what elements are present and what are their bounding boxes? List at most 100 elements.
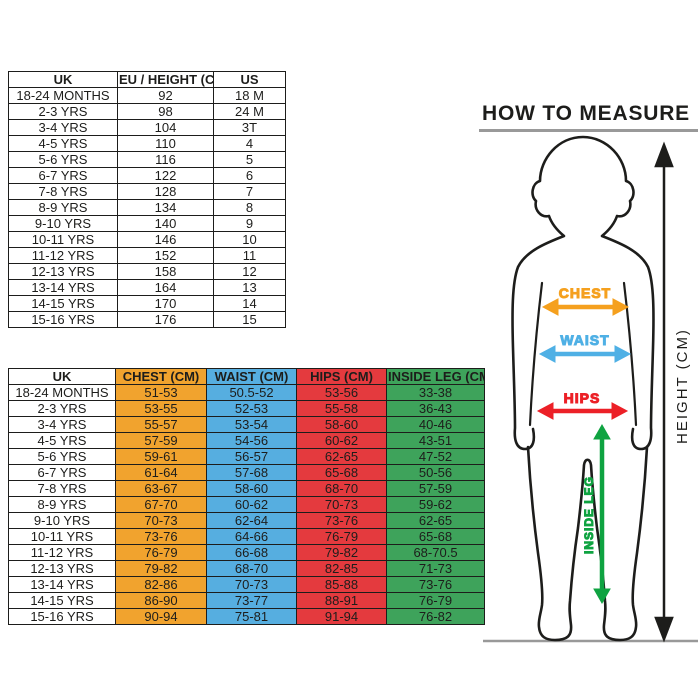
table-cell: 152: [117, 247, 214, 264]
table-cell: 62-64: [206, 512, 297, 529]
table-cell: 54-56: [206, 432, 297, 449]
table-row: 14-15 YRS 170 14: [8, 295, 286, 312]
table-cell: 13-14 YRS: [8, 576, 116, 593]
table-cell: 7: [213, 183, 286, 200]
table-cell: 11: [213, 247, 286, 264]
table-cell: 73-76: [115, 528, 207, 545]
column-header: INSIDE LEG (CM): [386, 368, 485, 385]
table-cell: 98: [117, 103, 214, 120]
table-cell: 56-57: [206, 448, 297, 465]
left-inner-arm-line: [528, 281, 544, 427]
table-cell: 91-94: [296, 608, 387, 625]
table-row: 18-24 MONTHS 51-53 50.5-52 53-56 33-38: [8, 384, 485, 401]
table-cell: 76-79: [296, 528, 387, 545]
header-row: UK CHEST (CM) WAIST (CM) HIPS (CM) INSIDE LE…: [8, 368, 485, 385]
table-cell: 57-59: [115, 432, 207, 449]
table-cell: 88-91: [296, 592, 387, 609]
table-cell: 75-81: [206, 608, 297, 625]
table-cell: 11-12 YRS: [8, 247, 118, 264]
hips-measure-arrow: HIPS: [536, 390, 629, 420]
table-row: 12-13 YRS 79-82 68-70 82-85 71-73: [8, 560, 485, 577]
table-cell: 57-68: [206, 464, 297, 481]
table-row: 15-16 YRS 176 15: [8, 311, 286, 328]
table-cell: 5-6 YRS: [8, 151, 118, 168]
table-cell: 3-4 YRS: [8, 416, 116, 433]
table-cell: 24 M: [213, 103, 286, 120]
table-cell: 73-76: [296, 512, 387, 529]
hips-label: HIPS: [564, 390, 601, 406]
table-cell: 110: [117, 135, 214, 152]
table-cell: 10-11 YRS: [8, 231, 118, 248]
table-row: 7-8 YRS 63-67 58-60 68-70 57-59: [8, 480, 485, 497]
table-cell: 14-15 YRS: [8, 295, 118, 312]
table-cell: 5-6 YRS: [8, 448, 116, 465]
table-cell: 8: [213, 199, 286, 216]
table-row: 11-12 YRS 76-79 66-68 79-82 68-70.5: [8, 544, 485, 561]
table-cell: 4-5 YRS: [8, 135, 118, 152]
table-cell: 15-16 YRS: [8, 608, 116, 625]
table-cell: 40-46: [386, 416, 485, 433]
table-cell: 50.5-52: [206, 384, 297, 401]
table-cell: 55-57: [115, 416, 207, 433]
table-cell: 18-24 MONTHS: [8, 384, 116, 401]
table-cell: 90-94: [115, 608, 207, 625]
table-cell: 79-82: [115, 560, 207, 577]
table-cell: 64-66: [206, 528, 297, 545]
table-cell: 55-58: [296, 400, 387, 417]
table-cell: 76-79: [115, 544, 207, 561]
table-cell: 12: [213, 263, 286, 280]
table-cell: 12-13 YRS: [8, 560, 116, 577]
table-cell: 122: [117, 167, 214, 184]
table-cell: 14: [213, 295, 286, 312]
table-cell: 116: [117, 151, 214, 168]
table-cell: 68-70: [296, 480, 387, 497]
table-cell: 59-62: [386, 496, 485, 513]
table-cell: 79-82: [296, 544, 387, 561]
table-row: 6-7 YRS 61-64 57-68 65-68 50-56: [8, 464, 485, 481]
right-inner-arm-line: [622, 281, 638, 427]
table-row: 12-13 YRS 158 12: [8, 263, 286, 280]
table-cell: 8-9 YRS: [8, 496, 116, 513]
table-cell: 3T: [213, 119, 286, 136]
table-cell: 71-73: [386, 560, 485, 577]
table-cell: 7-8 YRS: [8, 183, 118, 200]
table-cell: 9-10 YRS: [8, 215, 118, 232]
legs-outline: [526, 445, 649, 642]
table-row: 8-9 YRS 134 8: [8, 199, 286, 216]
inside-leg-label: INSIDE LEG: [582, 476, 596, 554]
table-row: 13-14 YRS 82-86 70-73 85-88 73-76: [8, 576, 485, 593]
table-row: 4-5 YRS 57-59 54-56 60-62 43-51: [8, 432, 485, 449]
table-cell: 68-70.5: [386, 544, 485, 561]
table-cell: 9-10 YRS: [8, 512, 116, 529]
table-cell: 62-65: [386, 512, 485, 529]
measure-figure-diagram: CHEST WAIST HIPS INSIDE LEG: [483, 135, 698, 643]
table-cell: 92: [117, 87, 214, 104]
table-cell: 68-70: [206, 560, 297, 577]
table-cell: 140: [117, 215, 214, 232]
how-to-measure-title: HOW TO MEASURE: [482, 102, 690, 125]
table-cell: 2-3 YRS: [8, 103, 118, 120]
table-row: 18-24 MONTHS 92 18 M: [8, 87, 286, 104]
table-row: 11-12 YRS 152 11: [8, 247, 286, 264]
table-cell: 61-64: [115, 464, 207, 481]
column-header: EU / HEIGHT (CM): [117, 71, 214, 88]
column-header: UK: [8, 71, 118, 88]
table-cell: 50-56: [386, 464, 485, 481]
table-row: 9-10 YRS 70-73 62-64 73-76 62-65: [8, 512, 485, 529]
table-row: 9-10 YRS 140 9: [8, 215, 286, 232]
table-cell: 53-54: [206, 416, 297, 433]
table-row: 5-6 YRS 59-61 56-57 62-65 47-52: [8, 448, 485, 465]
table-cell: 59-61: [115, 448, 207, 465]
table-cell: 158: [117, 263, 214, 280]
table-row: 15-16 YRS 90-94 75-81 91-94 76-82: [8, 608, 485, 625]
table-cell: 6-7 YRS: [8, 167, 118, 184]
table-cell: 76-82: [386, 608, 485, 625]
table-cell: 18-24 MONTHS: [8, 87, 118, 104]
child-silhouette: [511, 135, 655, 642]
table-cell: 51-53: [115, 384, 207, 401]
table-row: 2-3 YRS 53-55 52-53 55-58 36-43: [8, 400, 485, 417]
table-cell: 4-5 YRS: [8, 432, 116, 449]
table-row: 4-5 YRS 110 4: [8, 135, 286, 152]
table-cell: 104: [117, 119, 214, 136]
